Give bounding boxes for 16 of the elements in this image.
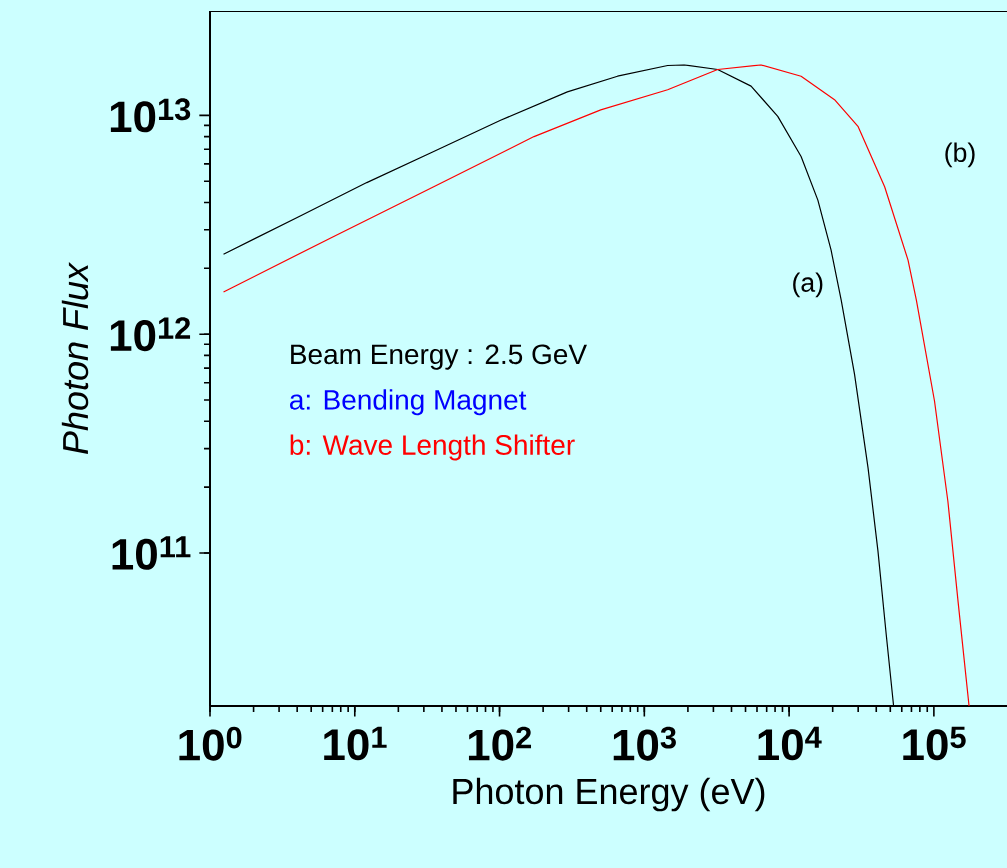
annotation: a: Bending Magnet (290, 389, 527, 416)
x-tick-label: 10$^{1}$ (324, 726, 387, 761)
y-tick-label: 10$^{12}$ (110, 317, 191, 352)
annotation: Beam Energy : 2.5 GeV (291, 344, 587, 370)
annotation: b: Wave Length Shifter (290, 434, 575, 461)
x-tick-label: 10$^{0}$ (179, 726, 242, 761)
y-tick-label: 10$^{13}$ (110, 98, 191, 133)
annotation: (a) (793, 272, 823, 298)
x-tick-label: 10$^{2}$ (468, 726, 532, 761)
y-axis-title: Photon Flux (61, 261, 89, 454)
x-tick-label: 10$^{3}$ (613, 726, 676, 761)
x-tick-label: 10$^{4}$ (758, 726, 822, 761)
x-tick-label: 10$^{5}$ (903, 726, 966, 761)
y-tick-label: 10$^{11}$ (112, 536, 191, 570)
annotation: (b) (945, 142, 975, 168)
x-axis-title: Photon Energy (eV) (453, 777, 765, 812)
